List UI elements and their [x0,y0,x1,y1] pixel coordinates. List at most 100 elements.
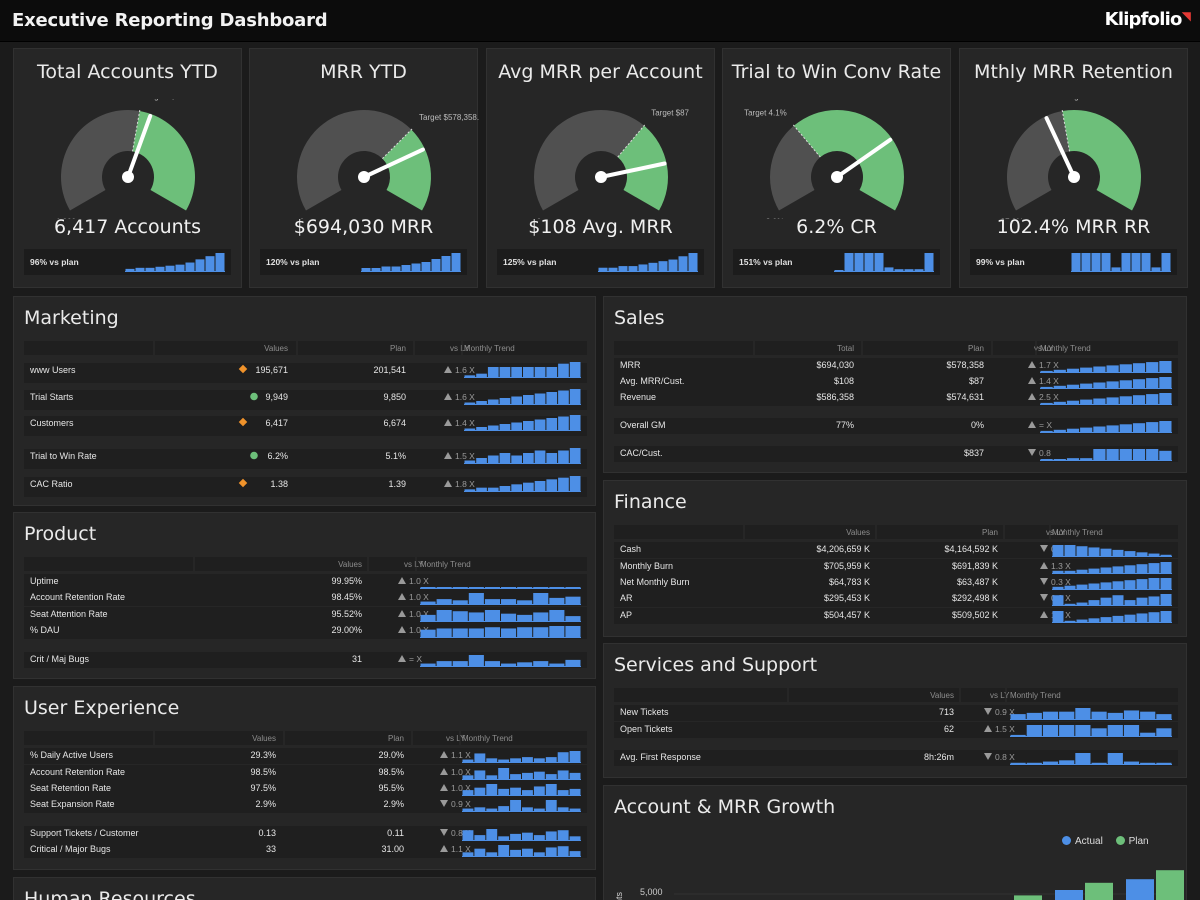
table-row [24,765,587,781]
row-trend-bar [1076,619,1088,622]
column-header: Values [264,344,288,353]
row-trend-bar [1112,549,1124,556]
column-header: Plan [388,734,404,743]
row-label: CAC/Cust. [620,448,663,458]
down-triangle-icon [440,829,448,836]
row-trend-bar [1093,426,1106,432]
row-value: 8h:26m [924,752,954,762]
row-trend-bar [1053,385,1066,388]
gauge-vs-plan: 125% vs plan [503,257,557,267]
row-value: 6.2% [267,451,288,461]
column-header: Monthly Trend [420,560,471,569]
row-trend-bar [476,487,487,491]
gauge-trend-bar [1111,267,1121,271]
row-trend-bar [1159,450,1172,460]
gauge-footer: 99% vs plan [970,249,1177,275]
row-vs-ly: = X [409,654,422,664]
row-trend-bar [476,458,487,463]
plan-bar [1014,895,1042,900]
row-trend-bar [1156,714,1172,719]
row-trend-bar [487,399,499,404]
row-plan: $509,502 K [952,610,998,620]
row-trend-bar [569,476,581,491]
klipfolio-logo[interactable]: Klipfolio◥ [1104,9,1191,30]
row-trend-bar [1064,620,1076,622]
row-label: MRR [620,360,641,370]
gauge-hub [831,171,843,183]
gauge-trend-bar [381,266,391,271]
gauge-trend-bar [1081,253,1091,271]
row-trend-bar [486,775,498,779]
up-triangle-icon [444,480,452,487]
row-trend-bar [1076,584,1088,589]
row-plan: 1.39 [388,479,406,489]
logo-mark-icon: ◥ [1181,9,1191,23]
gauge-value: 6,417 Accounts [53,216,202,238]
gauge-title: Total Accounts YTD [37,61,218,83]
gauge-card: Mthly MRR Retention 97.0% Target 103.3% 102… [959,48,1188,288]
logo-text: Klipfolio [1104,9,1183,30]
row-trend-bar [523,421,534,430]
row-trend-bar [474,807,486,811]
row-trend-bar [533,758,545,762]
row-trend-bar [1132,423,1146,432]
row-label: CAC Ratio [30,479,73,489]
column-header: Monthly Trend [1052,528,1103,537]
row-trend-bar [420,614,436,621]
row-trend-bar [1064,545,1076,556]
row-trend-bar [1026,762,1042,764]
row-trend-bar [1091,711,1107,719]
row-trend-bar [546,479,558,491]
row-trend-bar [558,477,569,491]
down-triangle-icon [440,800,448,807]
row-vs-ly: 1.1 X [451,750,471,760]
row-value: 33 [266,844,276,854]
gauge-card: MRR YTD 0 Target $578,358.8 $694,030 MRR 120… [249,48,479,288]
row-trend-bar [558,363,569,377]
row-vs-ly: 1.0 X [409,576,429,586]
row-label: Critical / Major Bugs [30,844,111,854]
column-header: Plan [968,344,984,353]
row-label: Revenue [620,392,656,402]
row-trend-bar [487,455,499,463]
row-trend-bar [1053,459,1066,460]
row-trend-bar [534,450,546,463]
row-vs-ly: 1.4 X [1039,376,1059,386]
legend-plan-label: Plan [1128,836,1149,847]
row-trend-bar [499,367,511,377]
row-trend-bar [501,613,517,621]
gauge-vs-plan: 120% vs plan [266,257,320,267]
row-trend-bar [523,367,534,377]
gauge-target-tick [132,108,141,152]
row-trend-bar [1132,395,1146,404]
row-trend-bar [1059,725,1075,736]
gauge-trend-bar [165,265,175,271]
gauge-track [534,109,645,211]
row-trend-bar [545,757,557,762]
actual-bar [1055,890,1083,900]
row-vs-ly: 0.9 X [995,707,1015,717]
row-trend-bar [1136,564,1148,573]
top-bar: Executive Reporting Dashboard Klipfolio◥ [0,0,1200,42]
row-trend-bar [557,752,569,762]
gauge-value: $694,030 MRR [293,216,434,238]
column-header: vs LY [446,734,466,743]
row-vs-ly: 1.0 X [409,592,429,602]
row-trend-bar [1148,578,1160,589]
row-trend-bar [1119,396,1132,404]
gauge-trend-bar [125,268,135,271]
row-trend-bar [533,808,545,811]
table-row [614,591,1178,607]
row-label: Monthly Burn [620,561,673,571]
row-trend-bar [1146,422,1159,432]
gauge-needle [835,137,893,179]
row-trend-bar [1136,552,1148,556]
row-trend-bar [1132,363,1146,372]
row-trend-bar [420,601,436,604]
row-trend-bar [476,427,487,430]
row-trend-bar [499,398,511,404]
gauge-value: $108 Avg. MRR [528,216,673,238]
row-plan: $4,164,592 K [944,544,998,554]
row-trend-bar [1124,600,1136,605]
gauge-trend-bar [1071,253,1081,271]
